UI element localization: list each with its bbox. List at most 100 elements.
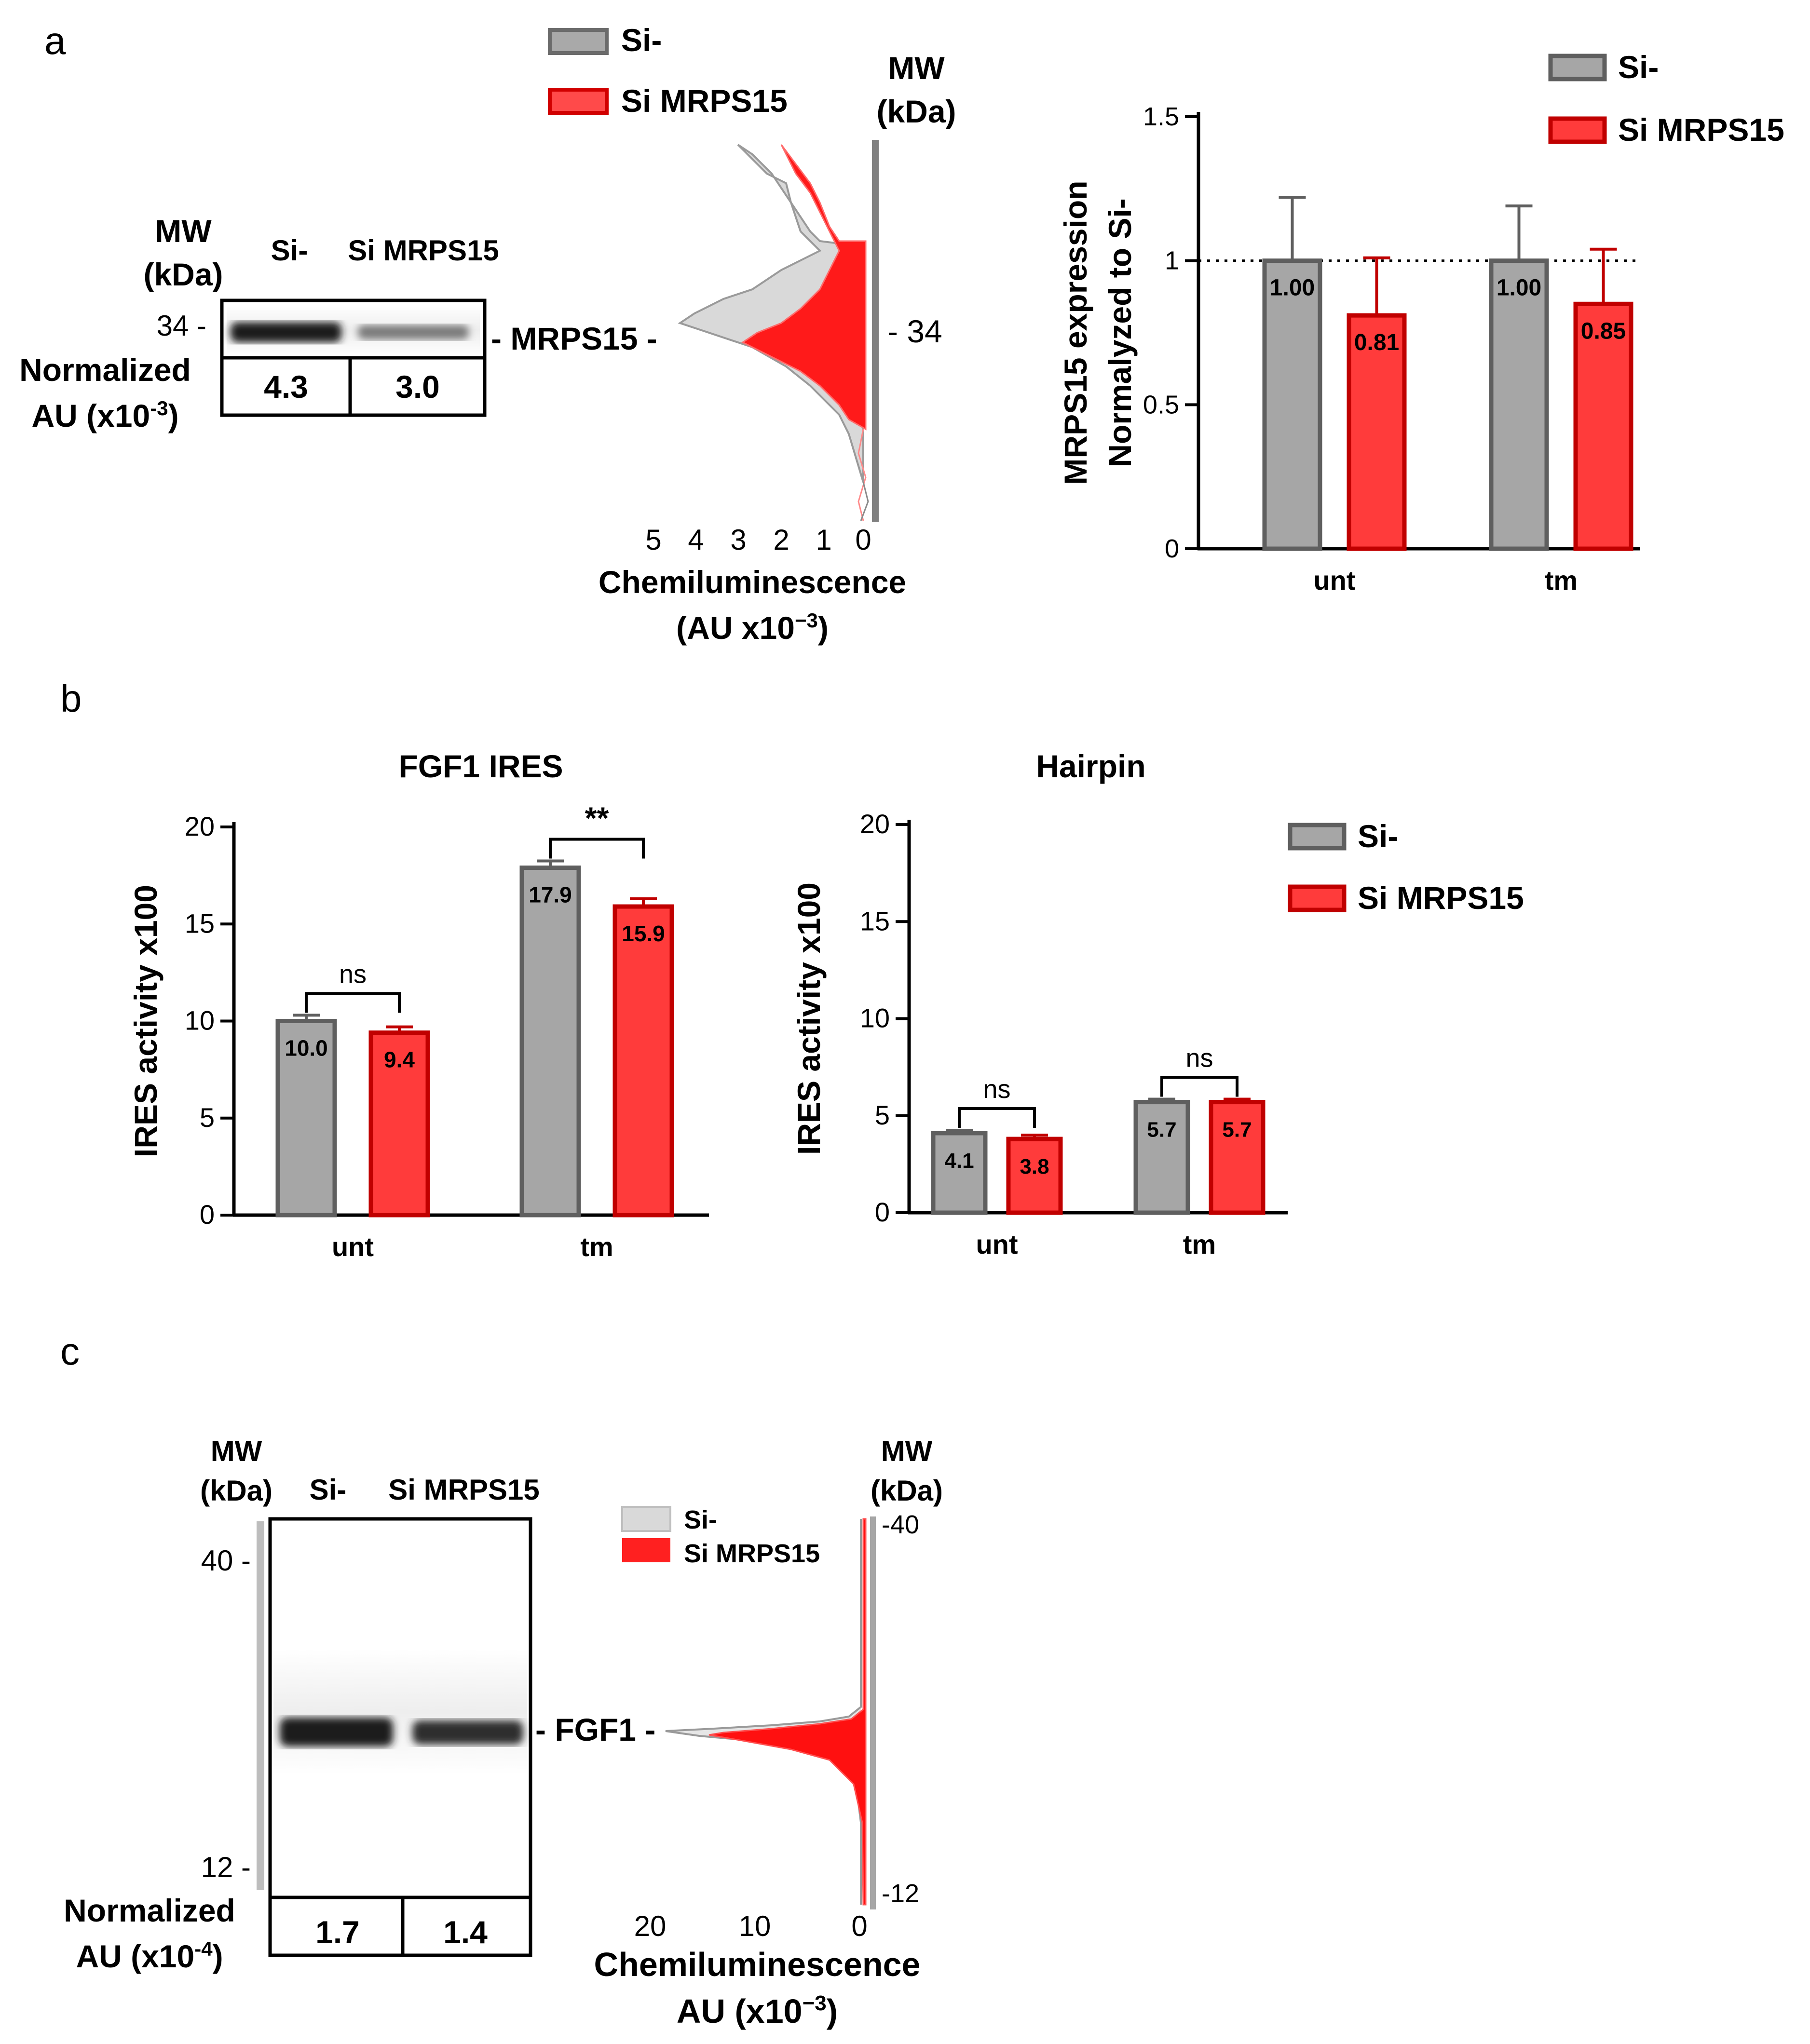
- blot-c-frame: [268, 1517, 532, 1957]
- blot-c-band-si: [280, 1718, 393, 1746]
- fgf1-bar-si-mrps15-unt: [368, 1030, 430, 1218]
- blot-a-norm-label: Normalized: [19, 352, 191, 388]
- panel-a-label: a: [44, 19, 66, 62]
- ep-a-trace-si: [678, 144, 864, 483]
- hairpin-ylabel: IRES activity x100: [791, 882, 827, 1155]
- hairpin-bar-si--unt: [931, 1131, 988, 1215]
- ep-a-xtick-2: 2: [773, 524, 789, 556]
- fgf1-sig-label: ns: [339, 960, 367, 988]
- hairpin-sig-bracket: [958, 1107, 1036, 1128]
- ep-a-legend-si-swatch: [548, 28, 609, 55]
- ep-a-legend-si: Si-: [621, 22, 662, 58]
- blot-c-kda-label: (kDa): [200, 1475, 272, 1507]
- blot-c-marker-40: 40 -: [201, 1544, 251, 1577]
- mrps15-value-label: 1.00: [1270, 275, 1315, 301]
- ep-c-xlabel-units: AU (x10−3): [677, 1991, 838, 2030]
- blot-a-marker-34: 34 -: [157, 310, 206, 342]
- electropherogram-c: Si- Si MRPS15 MW (kDa) -40 -12 20 10 0 C…: [594, 1435, 943, 2030]
- ep-a-xtick-0: 0: [855, 524, 871, 556]
- blot-a-au-label: AU (x10-3): [31, 397, 178, 433]
- mrps15-value-label: 0.85: [1581, 318, 1626, 344]
- blot-c-mw-label: MW: [211, 1435, 262, 1467]
- blot-a-norm-mrps15: 3.0: [395, 369, 440, 405]
- fgf1-bar-si-mrps15-tm: [612, 904, 674, 1218]
- ep-a-xtick-4: 4: [688, 524, 704, 556]
- ep-a-xtick-3: 3: [730, 524, 746, 556]
- fgf1-ylabel: IRES activity x100: [128, 885, 163, 1157]
- blot-c-norm-mrps15: 1.4: [443, 1914, 488, 1950]
- hairpin-legend-label: Si MRPS15: [1358, 880, 1524, 916]
- panel-c-label: c: [60, 1330, 80, 1373]
- ep-c-xtick-10: 10: [739, 1910, 771, 1942]
- hairpin-bar-si-mrps15-tm: [1209, 1100, 1266, 1215]
- ep-c-xlabel: Chemiluminescence: [594, 1946, 921, 1983]
- mrps15-legend-swatch: [1548, 116, 1607, 144]
- hairpin-sig-label: ns: [983, 1075, 1010, 1104]
- ep-a-kda-label: (kDa): [876, 94, 956, 129]
- ep-a-xtick-5: 5: [645, 524, 661, 556]
- hairpin-value-label: 4.1: [944, 1149, 974, 1173]
- fgf1-xtick-unt: unt: [332, 1232, 374, 1262]
- fgf1-ytick-label: 0: [200, 1199, 215, 1230]
- blot-a-norm-si: 4.3: [264, 369, 308, 405]
- fgf1-ytick-label: 20: [185, 811, 215, 841]
- mrps15-ytick-label: 0.5: [1143, 390, 1179, 419]
- ep-c-trace-mrps15: [708, 1518, 867, 1906]
- fgf1-value-label: 10.0: [285, 1036, 328, 1061]
- blot-c: MW (kDa) Si- Si MRPS15 40 - 12 - - FGF1 …: [64, 1435, 655, 1974]
- fgf1-title: FGF1 IRES: [398, 748, 563, 784]
- hairpin-legend-swatch: [1288, 884, 1347, 912]
- chart-mrps15-expression: 0 0.5 1 1.5 MRPS15 expression Normalyzed to S…: [1058, 49, 1784, 596]
- ep-c-trace-si: [665, 1519, 862, 1905]
- mrps15-value-label: 1.00: [1497, 275, 1541, 301]
- blot-a-band-si: [231, 322, 341, 342]
- mrps15-ylabel: Normalyzed to Si-: [1102, 198, 1138, 467]
- ep-a-mw-label: MW: [888, 50, 945, 86]
- fgf1-value-label: 17.9: [529, 882, 572, 907]
- blot-a: MW (kDa) Si- Si MRPS15 34 - 4.3 3.0 Norm…: [19, 213, 657, 433]
- mrps15-ytick-label: 1.5: [1143, 102, 1179, 131]
- fgf1-ytick-label: 5: [200, 1102, 215, 1133]
- ep-c-legend-mrps15-swatch: [622, 1538, 670, 1562]
- hairpin-ytick-label: 20: [860, 809, 890, 839]
- fgf1-value-label: 9.4: [384, 1047, 415, 1072]
- blot-c-lane-si: Si-: [310, 1474, 347, 1506]
- mrps15-bar-si--tm: [1489, 258, 1549, 551]
- mrps15-bar-si-mrps15-unt: [1347, 313, 1407, 551]
- mrps15-xtick-tm: tm: [1545, 565, 1578, 596]
- ep-a-mw-34: - 34: [887, 313, 942, 349]
- mrps15-bar-si--unt: [1262, 258, 1322, 551]
- blot-c-lane-mrps15: Si MRPS15: [388, 1474, 539, 1506]
- mrps15-ytick-label: 0: [1165, 534, 1179, 563]
- blot-c-norm-label: Normalized: [64, 1893, 235, 1928]
- mrps15-bar-si-mrps15-tm: [1573, 301, 1633, 551]
- ep-c-mw-12: -12: [882, 1879, 919, 1908]
- fgf1-value-label: 15.9: [622, 921, 665, 946]
- ep-a-xtick-1: 1: [816, 524, 831, 556]
- hairpin-legend-swatch: [1288, 823, 1347, 851]
- hairpin-sig-bracket: [1160, 1076, 1238, 1097]
- mrps15-ytick-label: 1: [1165, 246, 1179, 275]
- blot-a-kda-label: (kDa): [143, 257, 223, 292]
- ep-c-legend-si-swatch: [621, 1506, 671, 1532]
- blot-a-lane-mrps15: Si MRPS15: [348, 234, 499, 267]
- blot-c-marker-12: 12 -: [201, 1851, 251, 1883]
- ep-a-legend-mrps15: Si MRPS15: [621, 83, 788, 119]
- hairpin-ytick-label: 0: [875, 1197, 890, 1227]
- ep-a-legend-mrps15-swatch: [548, 88, 609, 115]
- ep-a-trace-tail-gray: [860, 482, 869, 521]
- mrps15-legend-label: Si MRPS15: [1618, 112, 1784, 148]
- hairpin-xtick-tm: tm: [1183, 1229, 1216, 1259]
- hairpin-sig-label: ns: [1185, 1044, 1213, 1073]
- mrps15-legend-swatch: [1548, 54, 1607, 81]
- fgf1-bar-si--unt: [275, 1019, 337, 1218]
- fgf1-sig-bracket: [549, 838, 645, 859]
- fgf1-bar-si--tm: [519, 866, 581, 1218]
- electropherogram-a: Si- Si MRPS15 MW (kDa) - 34 5 4 3 2 1 0 …: [548, 22, 956, 646]
- ep-a-trace-tail-red: [857, 429, 867, 521]
- blot-a-lane-si: Si-: [271, 234, 308, 267]
- ep-a-xlabel-units: (AU x10−3): [676, 609, 829, 646]
- mrps15-value-label: 0.81: [1354, 330, 1399, 355]
